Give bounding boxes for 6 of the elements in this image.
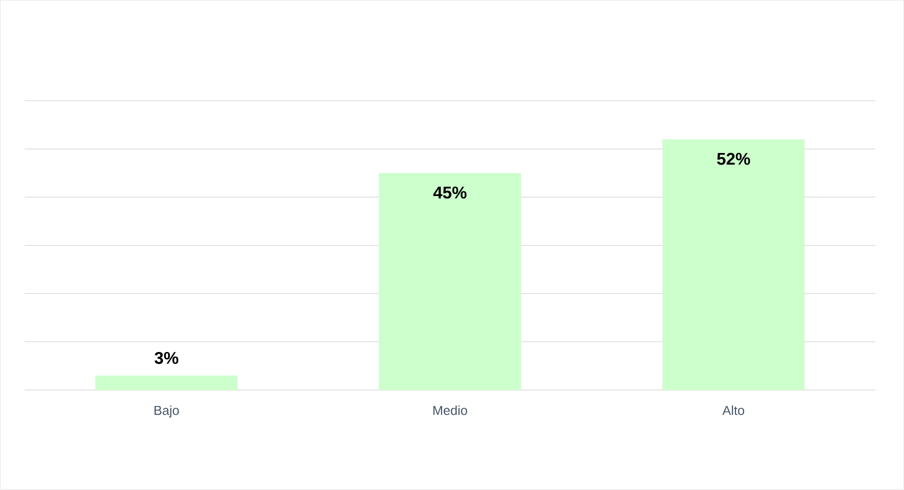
x-tick-label: Bajo — [154, 406, 179, 418]
x-tick-label: Medio — [433, 406, 468, 416]
data-label: 45% — [433, 186, 467, 199]
data-label: 52% — [717, 152, 750, 165]
data-label: 3% — [154, 352, 178, 364]
x-tick-label: Alto — [722, 406, 744, 416]
